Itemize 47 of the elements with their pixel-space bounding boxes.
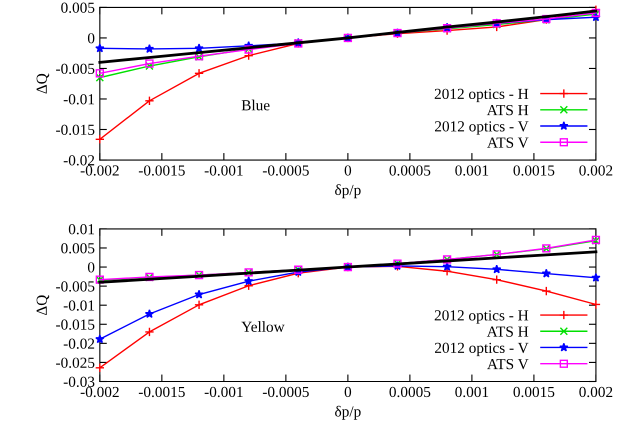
- annotation: Yellow: [241, 321, 285, 332]
- y-tick-label: 0: [88, 33, 94, 44]
- y-tick-label: -0.01: [64, 94, 94, 104]
- legend-label: ATS V: [487, 137, 529, 148]
- y-tick-label: -0.03: [64, 376, 94, 388]
- legend-label: ATS H: [486, 326, 528, 337]
- y-tick-label: 0.005: [61, 243, 94, 254]
- y-tick-label: 0.01: [68, 224, 94, 234]
- x-tick-label: -0.0015: [138, 386, 185, 398]
- legend-label: 2012 optics - V: [435, 342, 529, 356]
- x-tick-label: 0.001: [455, 165, 488, 176]
- x-tick-label: 0.0015: [513, 386, 554, 398]
- y-tick-label: -0.01: [64, 300, 94, 311]
- x-tick-label: 0.002: [579, 165, 612, 176]
- x-tick-label: 0.0005: [389, 165, 430, 176]
- y-tick-label: 0.005: [61, 2, 94, 13]
- y-tick-label: -0.005: [56, 64, 94, 74]
- x-tick-label: 0.0015: [513, 165, 554, 176]
- y-tick-label: -0.02: [64, 155, 94, 166]
- y-tick-label: -0.02: [64, 338, 94, 349]
- x-tick-label: 0.002: [579, 386, 612, 398]
- y-tick-label: -0.015: [56, 319, 94, 330]
- x-tick-label: -0.001: [204, 386, 243, 398]
- x-tick-label: 0.001: [455, 386, 488, 398]
- x-tick-label: -0.0005: [262, 386, 309, 398]
- legend-label: ATS V: [487, 358, 529, 370]
- y-axis-title: ΔQ: [36, 295, 50, 316]
- legend-label: 2012 optics - V: [435, 121, 529, 135]
- x-tick-label: -0.001: [204, 165, 243, 176]
- x-tick-label: 0: [344, 386, 352, 398]
- y-tick-label: -0.015: [56, 124, 94, 136]
- x-tick-label: -0.0015: [138, 165, 185, 176]
- annotation: Blue: [242, 100, 270, 110]
- y-tick-label: -0.025: [56, 358, 94, 368]
- y-tick-label: -0.005: [56, 281, 94, 292]
- x-axis-title: δp/p: [335, 184, 361, 198]
- x-axis-title: δp/p: [335, 406, 361, 420]
- y-axis-title: ΔQ: [36, 74, 50, 94]
- x-tick-label: -0.002: [80, 386, 119, 398]
- y-tick-label: 0: [88, 262, 94, 272]
- x-tick-label: 0.0005: [389, 386, 430, 398]
- x-tick-label: 0: [344, 165, 352, 176]
- x-tick-label: -0.002: [80, 165, 119, 176]
- x-tick-label: -0.0005: [262, 165, 309, 176]
- legend-label: ATS H: [486, 104, 528, 116]
- legend-label: 2012 optics - H: [434, 310, 528, 324]
- legend-label: 2012 optics - H: [434, 88, 528, 102]
